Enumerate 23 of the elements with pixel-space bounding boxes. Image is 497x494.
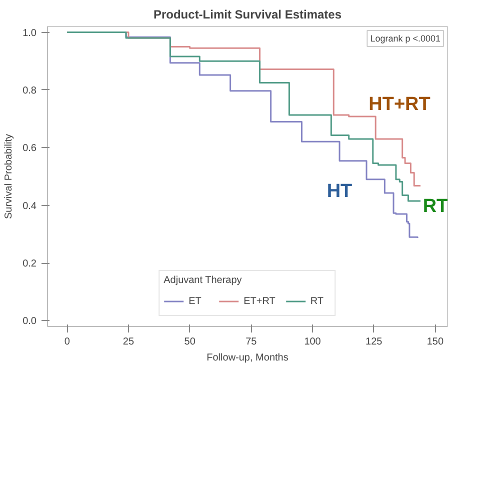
y-tick-label: 0.0 <box>22 316 37 328</box>
y-tick-label: 1.0 <box>22 28 37 39</box>
x-tick-label: 25 <box>122 336 134 348</box>
annotation: HT+RT <box>368 94 431 115</box>
x-tick-label: 50 <box>184 336 196 348</box>
x-tick-label: 75 <box>246 336 258 348</box>
x-axis-title: Follow-up, Months <box>206 352 288 364</box>
chart-title: Product-Limit Survival Estimates <box>153 8 342 22</box>
y-tick-label: 0.2 <box>22 258 37 270</box>
legend-title: Adjuvant Therapy <box>164 275 243 286</box>
y-axis-title: Survival Probability <box>4 134 15 220</box>
x-tick-label: 125 <box>366 336 383 348</box>
x-tick-label: 150 <box>426 336 444 348</box>
x-tick-label: 0 <box>64 336 70 348</box>
annotation: HT <box>326 181 353 202</box>
legend-label: ET+RT <box>244 296 276 306</box>
y-tick-label: 0.4 <box>22 200 37 212</box>
y-tick-label: 0.8 <box>22 85 37 96</box>
x-tick-label: 100 <box>304 336 322 348</box>
annotation: Logrank p <.0001 <box>370 34 441 44</box>
legend-label: RT <box>310 296 325 306</box>
legend-label: ET <box>188 296 202 306</box>
y-tick-label: 0.6 <box>22 143 37 154</box>
